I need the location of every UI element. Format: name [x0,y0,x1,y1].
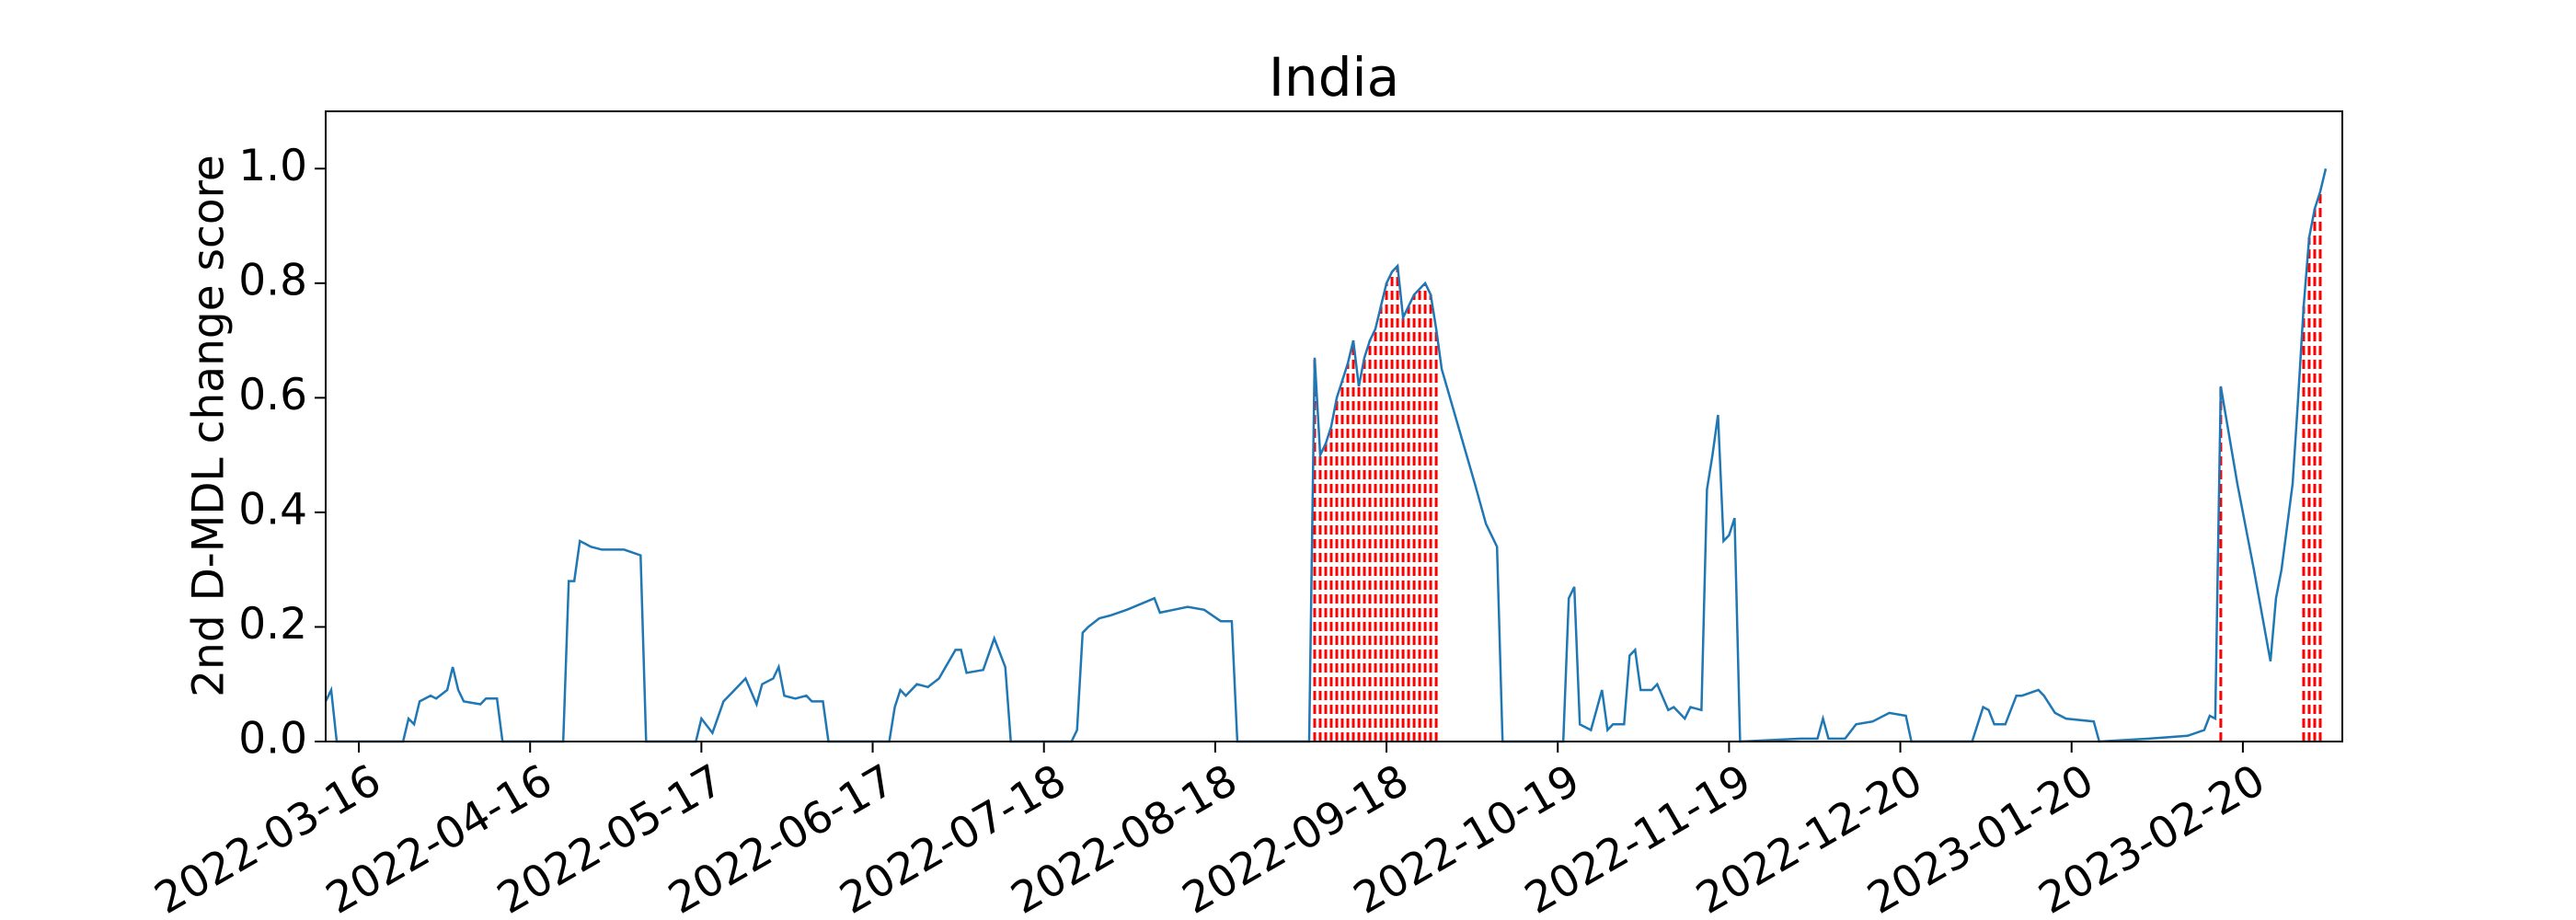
y-tick-label: 1.0 [238,141,307,191]
y-tick-label: 0.4 [238,484,307,535]
y-axis-label: 2nd D-MDL change score [184,155,235,697]
y-tick-label: 0.6 [238,370,307,420]
y-tick-label: 0.0 [238,714,307,765]
y-tick-label: 0.2 [238,599,307,650]
plot-frame [325,110,2343,742]
y-tick-label: 0.8 [238,255,307,305]
data-line [324,168,2328,743]
chart-title: India [1269,46,1399,109]
